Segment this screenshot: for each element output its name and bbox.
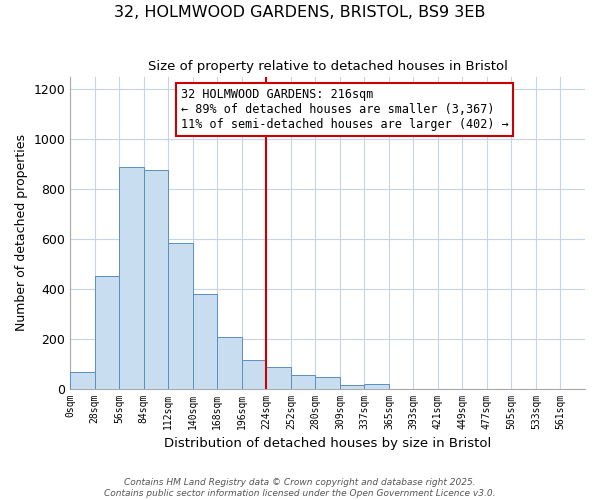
Y-axis label: Number of detached properties: Number of detached properties xyxy=(15,134,28,331)
Bar xyxy=(169,242,193,388)
Bar xyxy=(119,166,144,388)
X-axis label: Distribution of detached houses by size in Bristol: Distribution of detached houses by size … xyxy=(164,437,491,450)
Bar xyxy=(266,368,291,388)
Title: Size of property relative to detached houses in Bristol: Size of property relative to detached ho… xyxy=(148,60,508,73)
Bar xyxy=(316,378,340,388)
Bar xyxy=(193,294,217,388)
Bar xyxy=(217,338,242,388)
Text: 32, HOLMWOOD GARDENS, BRISTOL, BS9 3EB: 32, HOLMWOOD GARDENS, BRISTOL, BS9 3EB xyxy=(115,5,485,20)
Bar xyxy=(242,360,266,388)
Bar xyxy=(144,170,169,388)
Text: 32 HOLMWOOD GARDENS: 216sqm
← 89% of detached houses are smaller (3,367)
11% of : 32 HOLMWOOD GARDENS: 216sqm ← 89% of det… xyxy=(181,88,509,131)
Bar xyxy=(291,375,316,388)
Bar xyxy=(70,372,95,388)
Bar xyxy=(95,276,119,388)
Bar xyxy=(340,385,364,388)
Text: Contains HM Land Registry data © Crown copyright and database right 2025.
Contai: Contains HM Land Registry data © Crown c… xyxy=(104,478,496,498)
Bar xyxy=(364,384,389,388)
